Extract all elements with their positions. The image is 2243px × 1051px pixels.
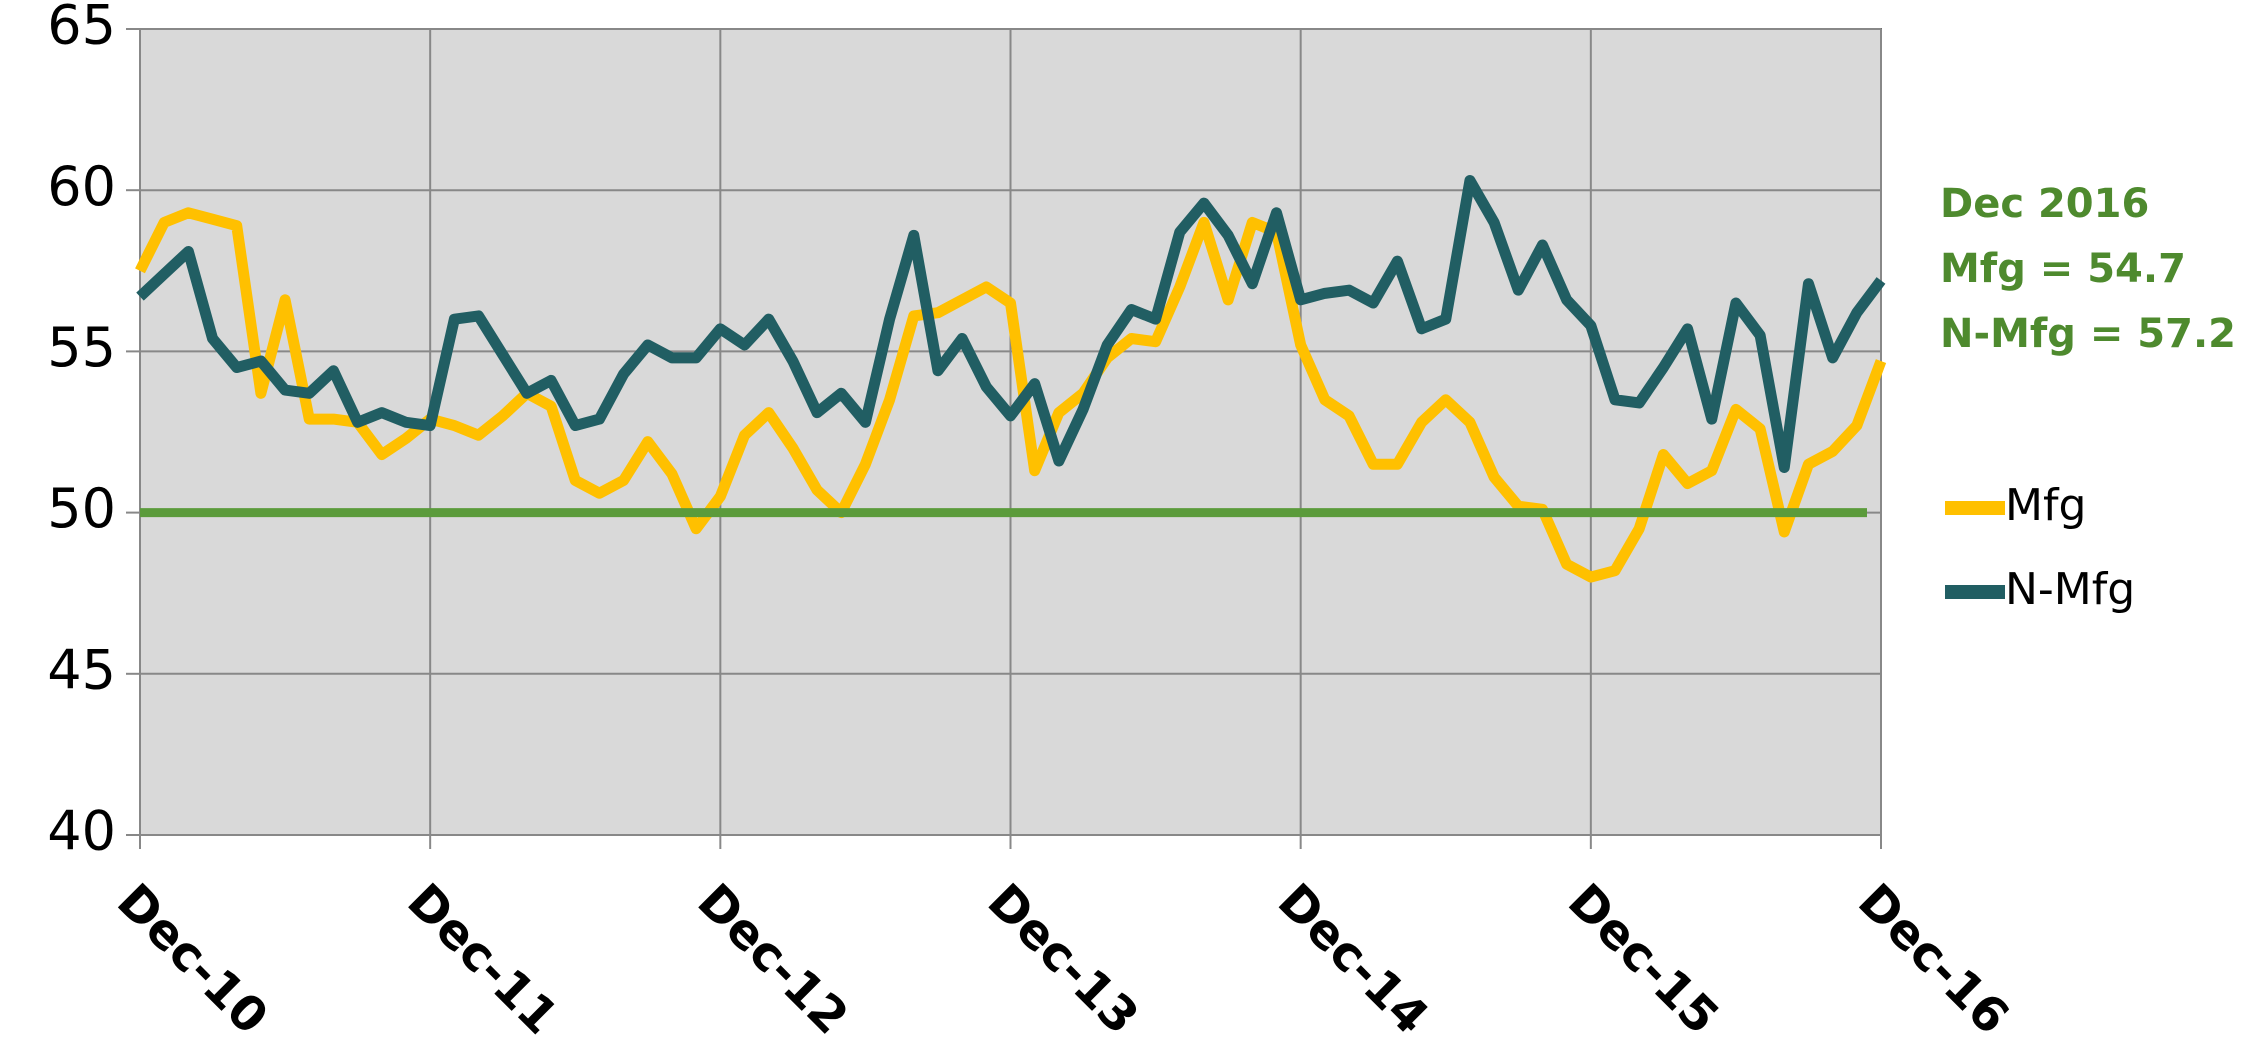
y-tick-label: 55: [47, 316, 116, 379]
x-tick-label: Dec-13: [977, 873, 1149, 1045]
annotation: N-Mfg = 57.2: [1940, 311, 2236, 357]
y-tick-label: 45: [47, 638, 116, 701]
x-tick-label: Dec-11: [396, 873, 568, 1045]
y-tick-label: 40: [47, 800, 116, 863]
legend-label: N-Mfg: [2005, 564, 2135, 615]
x-tick-label: Dec-15: [1557, 873, 1729, 1045]
series-line: [136, 175, 1886, 473]
y-tick-label: 50: [47, 477, 116, 540]
x-tick-label: Dec-12: [687, 873, 859, 1045]
x-tick-label: Dec-16: [1847, 873, 2019, 1045]
legend-label: Mfg: [2005, 480, 2086, 531]
annotation: Mfg = 54.7: [1940, 246, 2186, 292]
annotation: Dec 2016: [1940, 181, 2149, 227]
y-tick-label: 65: [47, 0, 116, 57]
x-tick-label: Dec-10: [106, 873, 278, 1045]
x-tick-label: Dec-14: [1267, 873, 1439, 1045]
y-tick-label: 60: [47, 155, 116, 218]
